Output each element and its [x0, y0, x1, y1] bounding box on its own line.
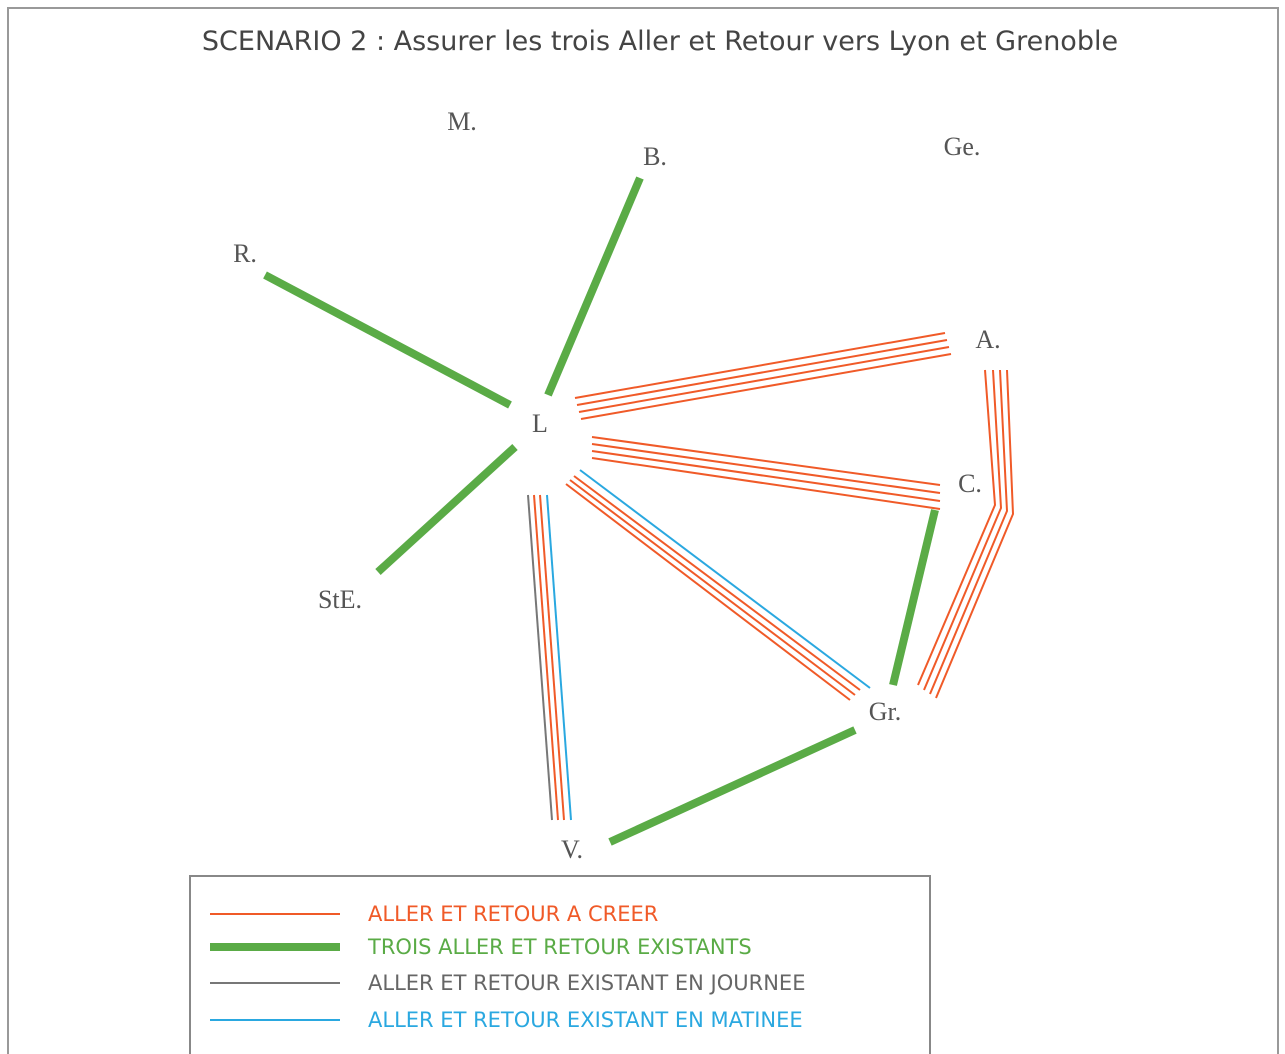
- edge: [569, 479, 856, 696]
- edge: [574, 332, 946, 399]
- node-label: Gr.: [869, 697, 902, 726]
- legend-label: TROIS ALLER ET RETOUR EXISTANTS: [367, 935, 752, 959]
- edge: [573, 475, 861, 691]
- node-label: V.: [561, 835, 583, 864]
- edge: [923, 369, 1003, 691]
- edge-a-gr: [917, 369, 1015, 699]
- edge: [889, 509, 939, 686]
- legend-box: [189, 875, 931, 1054]
- edge: [608, 726, 857, 846]
- frame: [7, 7, 1279, 1054]
- edge: [580, 353, 952, 420]
- node-label: R.: [233, 239, 257, 268]
- edge: [527, 494, 553, 821]
- node-label: A.: [975, 325, 1000, 354]
- edge: [375, 444, 518, 575]
- edge: [578, 346, 950, 413]
- edges: [263, 176, 1015, 846]
- nodes: M. B. Ge. R. A. L C. StE. Gr. V.: [233, 107, 1001, 864]
- node-label: Ge.: [944, 132, 981, 161]
- node-label: StE.: [318, 585, 362, 614]
- legend-label: ALLER ET RETOUR EXISTANT EN JOURNEE: [368, 971, 805, 995]
- edge-l-v: [527, 494, 572, 821]
- edge: [591, 443, 941, 494]
- node-label: B.: [643, 142, 667, 171]
- edge: [565, 483, 851, 701]
- edge: [533, 494, 559, 821]
- title: SCENARIO 2 : Assurer les trois Aller et …: [202, 26, 1118, 57]
- edge: [576, 339, 948, 406]
- legend-label: ALLER ET RETOUR A CREER: [368, 902, 658, 926]
- edge: [544, 176, 644, 397]
- edge: [935, 369, 1015, 699]
- edge: [546, 494, 572, 821]
- edge: [929, 369, 1009, 695]
- node-label: C.: [958, 469, 982, 498]
- edge-l-c: [591, 436, 941, 510]
- edge: [591, 450, 941, 502]
- node-label: M.: [447, 107, 477, 136]
- edge: [263, 271, 512, 409]
- edge: [579, 469, 871, 689]
- edge-l-a: [574, 332, 952, 420]
- edge-l-gr: [565, 469, 871, 701]
- edge: [591, 436, 941, 486]
- legend-label: ALLER ET RETOUR EXISTANT EN MATINEE: [368, 1008, 803, 1032]
- node-label: L: [532, 409, 548, 438]
- edge: [591, 457, 941, 510]
- edge: [539, 494, 565, 821]
- legend: ALLER ET RETOUR A CREER TROIS ALLER ET R…: [189, 875, 931, 1054]
- edge: [917, 369, 997, 686]
